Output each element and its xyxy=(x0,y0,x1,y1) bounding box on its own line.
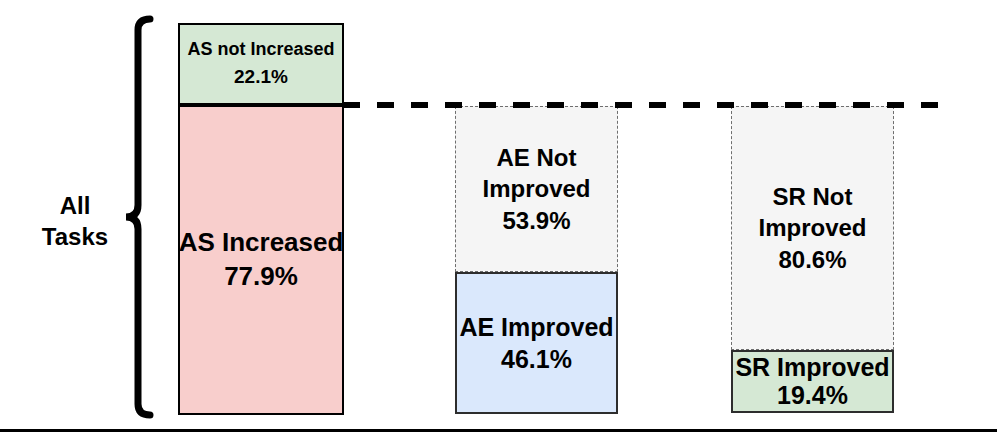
segment-value: 19.4% xyxy=(777,382,848,410)
segment-value: 46.1% xyxy=(501,343,572,376)
segment-value: 53.9% xyxy=(502,205,570,236)
bottom-rule xyxy=(0,429,997,432)
segment-ae-not-improved: AE Not Improved 53.9% xyxy=(455,106,618,272)
segment-label: AS Increased xyxy=(179,226,344,260)
segment-as-increased: AS Increased 77.9% xyxy=(178,105,344,415)
segment-ae-improved: AE Improved 46.1% xyxy=(455,272,618,414)
all-tasks-label: All Tasks xyxy=(25,190,125,252)
segment-label: AE Not Improved xyxy=(474,142,599,204)
segment-as-not-increased: AS not Increased 22.1% xyxy=(178,23,344,105)
dashed-reference-line xyxy=(343,102,954,108)
segment-value: 22.1% xyxy=(234,63,288,92)
segment-label: AE Improved xyxy=(459,311,613,344)
segment-sr-improved: SR Improved 19.4% xyxy=(731,350,894,413)
segment-sr-not-improved: SR Not Improved 80.6% xyxy=(731,106,894,350)
segment-label: SR Improved xyxy=(735,354,889,382)
segment-label: AS not Increased xyxy=(187,36,334,63)
segment-value: 80.6% xyxy=(778,244,846,275)
curly-brace-icon xyxy=(112,12,158,422)
figure-canvas: All Tasks AS not Increased 22.1% AS Incr… xyxy=(0,0,997,436)
segment-label: SR Not Improved xyxy=(750,181,875,243)
segment-value: 77.9% xyxy=(224,260,298,294)
